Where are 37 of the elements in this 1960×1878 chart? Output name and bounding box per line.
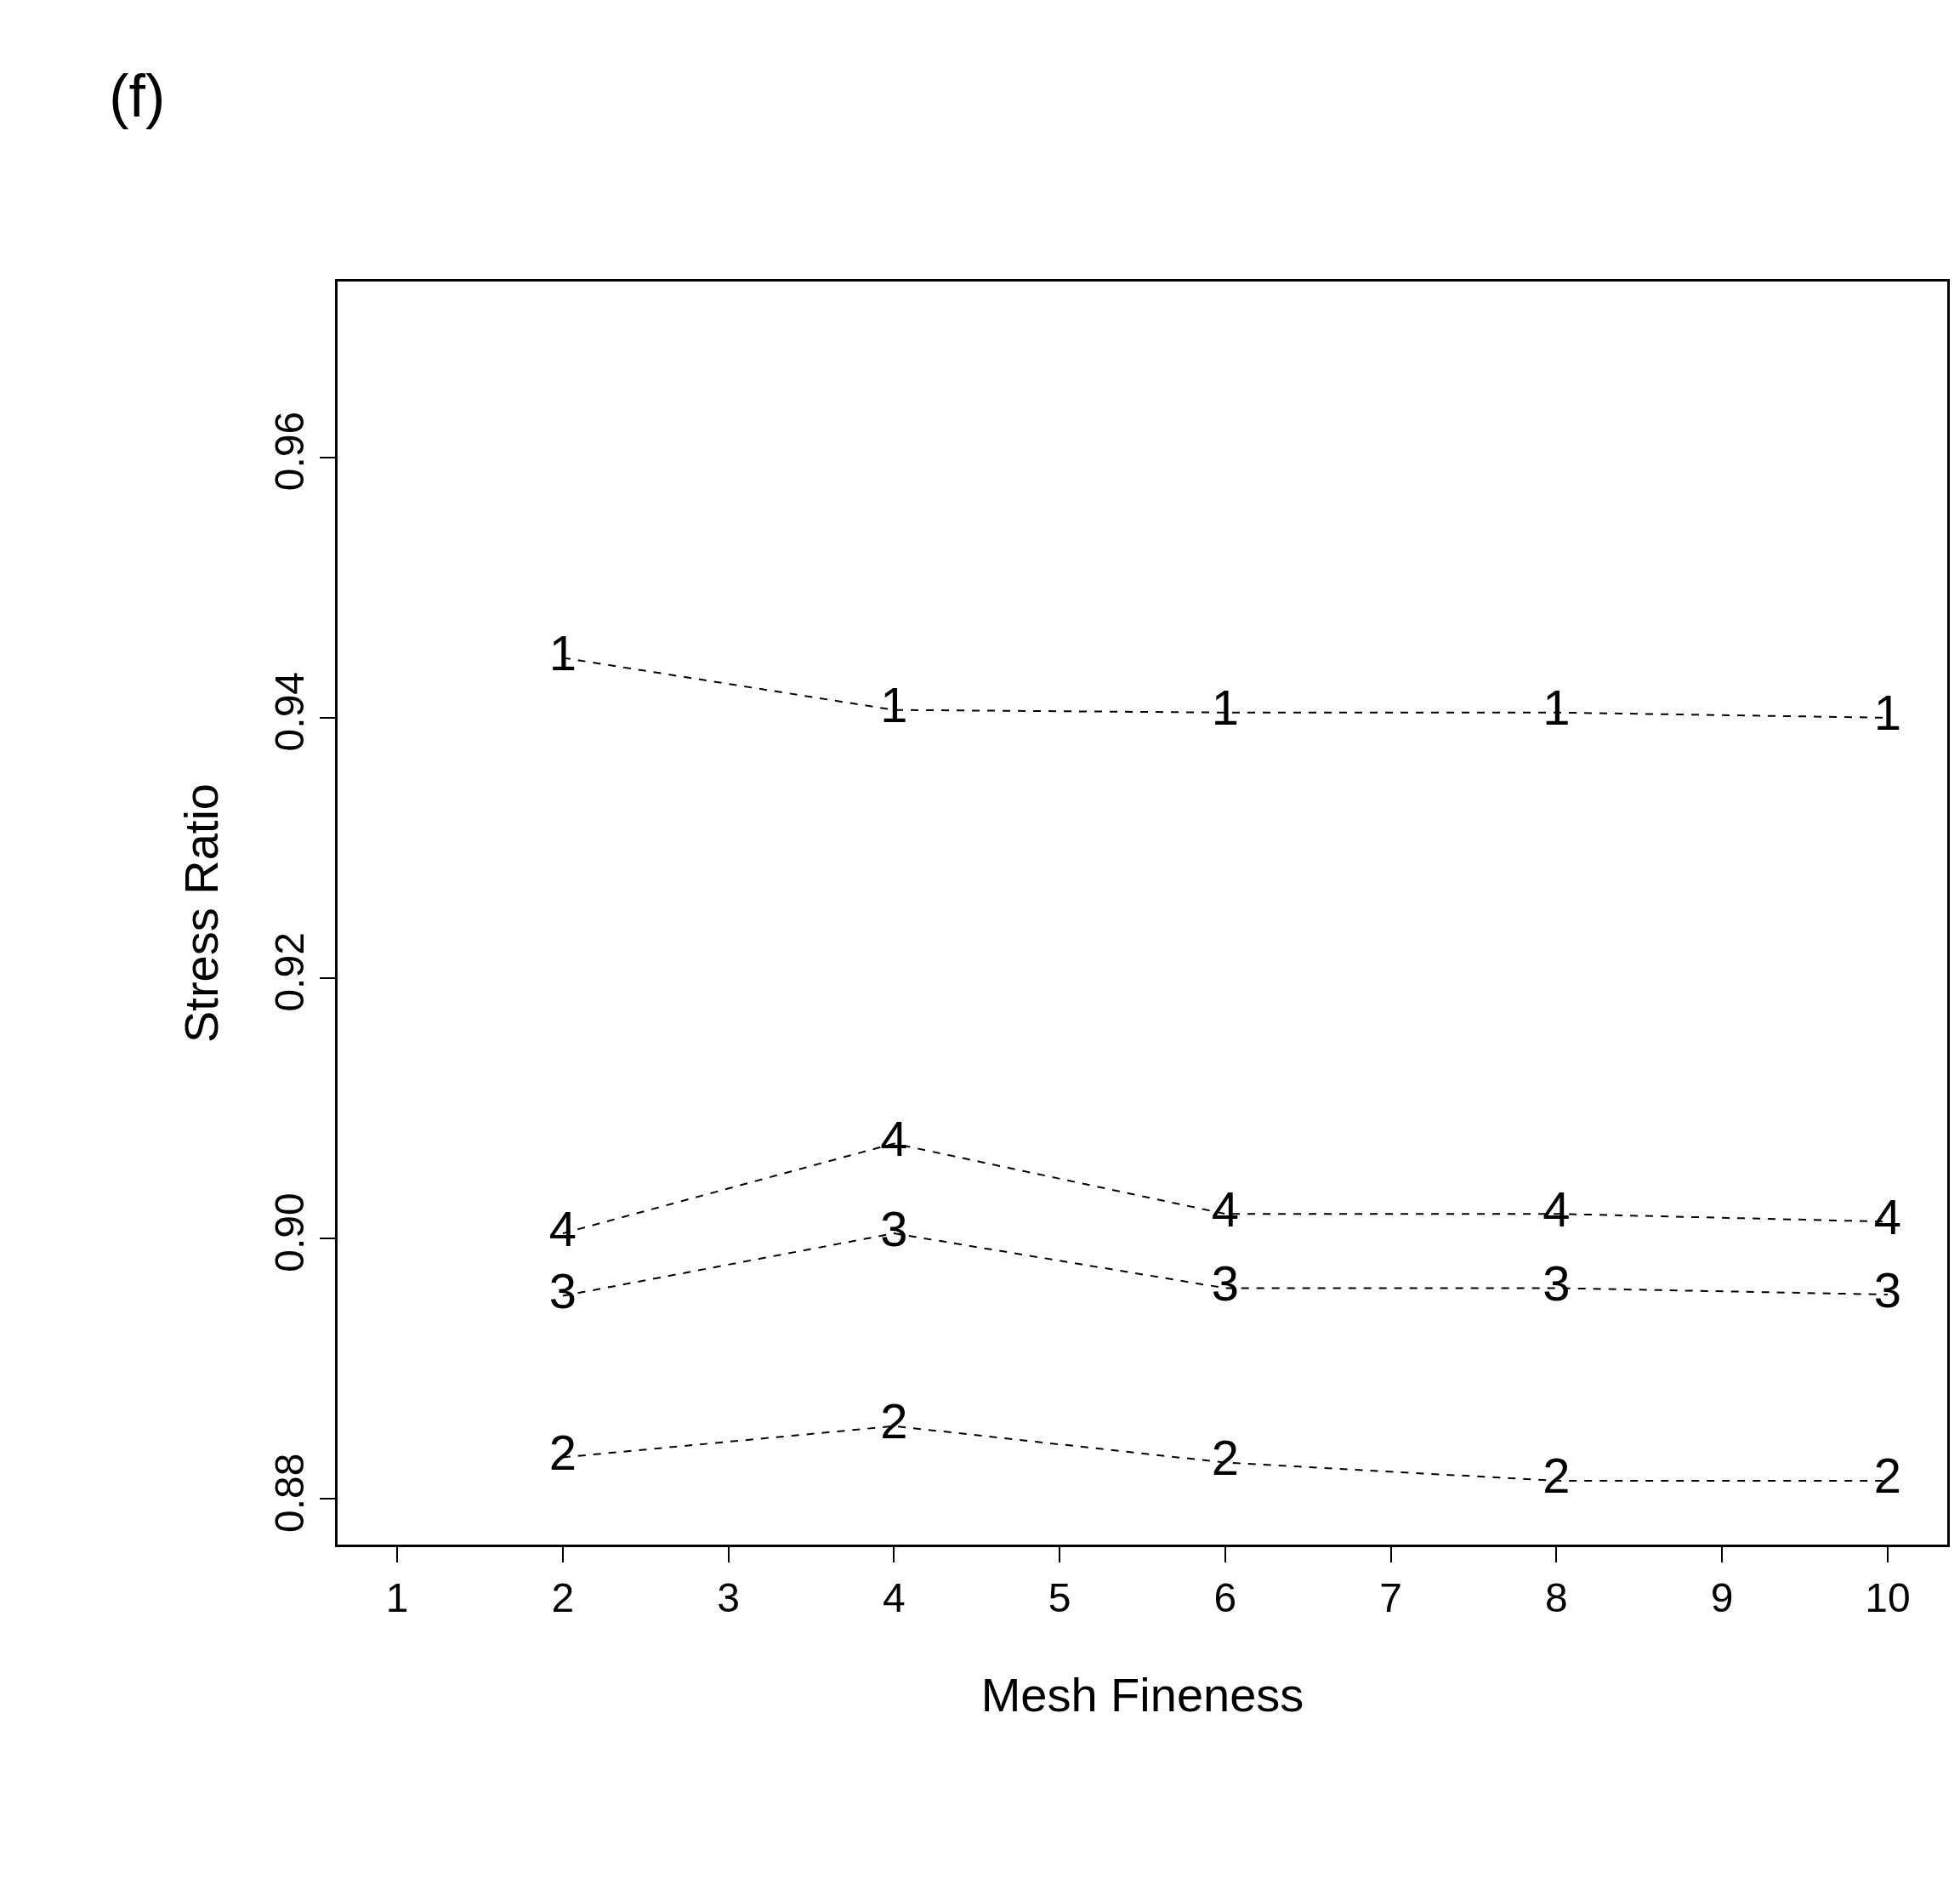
text: 1 — [1542, 680, 1571, 736]
x-tick-label: 3 — [717, 1574, 740, 1620]
series-label: 2 — [1211, 1430, 1240, 1486]
y-tick-label: 0.92 — [266, 932, 312, 1012]
chart-title: (f) — [109, 63, 166, 130]
text: 4 — [1873, 1188, 1902, 1244]
text: 4 — [1542, 1181, 1571, 1237]
x-tick-label: 6 — [1213, 1574, 1237, 1620]
text: 2 — [1873, 1448, 1902, 1504]
text: 2 — [548, 1424, 577, 1480]
text: 3 — [1211, 1255, 1240, 1311]
text: 4 — [880, 1110, 908, 1166]
series-label: 1 — [880, 677, 908, 733]
x-tick-label: 4 — [883, 1574, 906, 1620]
text: 1 — [548, 624, 577, 680]
x-tick-label: 2 — [551, 1574, 575, 1620]
x-tick-label: 10 — [1865, 1574, 1911, 1620]
text: 3 — [1542, 1255, 1571, 1311]
text: 1 — [1873, 685, 1902, 741]
x-tick-label: 7 — [1379, 1574, 1402, 1620]
y-axis-title: Stress Ratio — [173, 783, 228, 1043]
text: 3 — [1873, 1261, 1902, 1317]
y-tick-label: 0.88 — [266, 1453, 312, 1533]
text: 4 — [1211, 1181, 1240, 1237]
x-tick-label: 8 — [1545, 1574, 1568, 1620]
y-tick-label: 0.90 — [266, 1192, 312, 1272]
text: 1 — [1211, 680, 1240, 736]
x-tick-label: 5 — [1048, 1574, 1071, 1620]
series-label: 4 — [548, 1200, 577, 1256]
text: 2 — [1542, 1448, 1571, 1504]
y-tick-label: 0.94 — [266, 671, 312, 752]
text: 3 — [880, 1200, 908, 1256]
series-label: 3 — [548, 1263, 577, 1319]
x-tick-label: 9 — [1710, 1574, 1734, 1620]
x-tick-label: 1 — [385, 1574, 409, 1620]
x-axis-title: Mesh Fineness — [980, 1668, 1304, 1722]
y-tick-label: 0.96 — [266, 411, 312, 492]
